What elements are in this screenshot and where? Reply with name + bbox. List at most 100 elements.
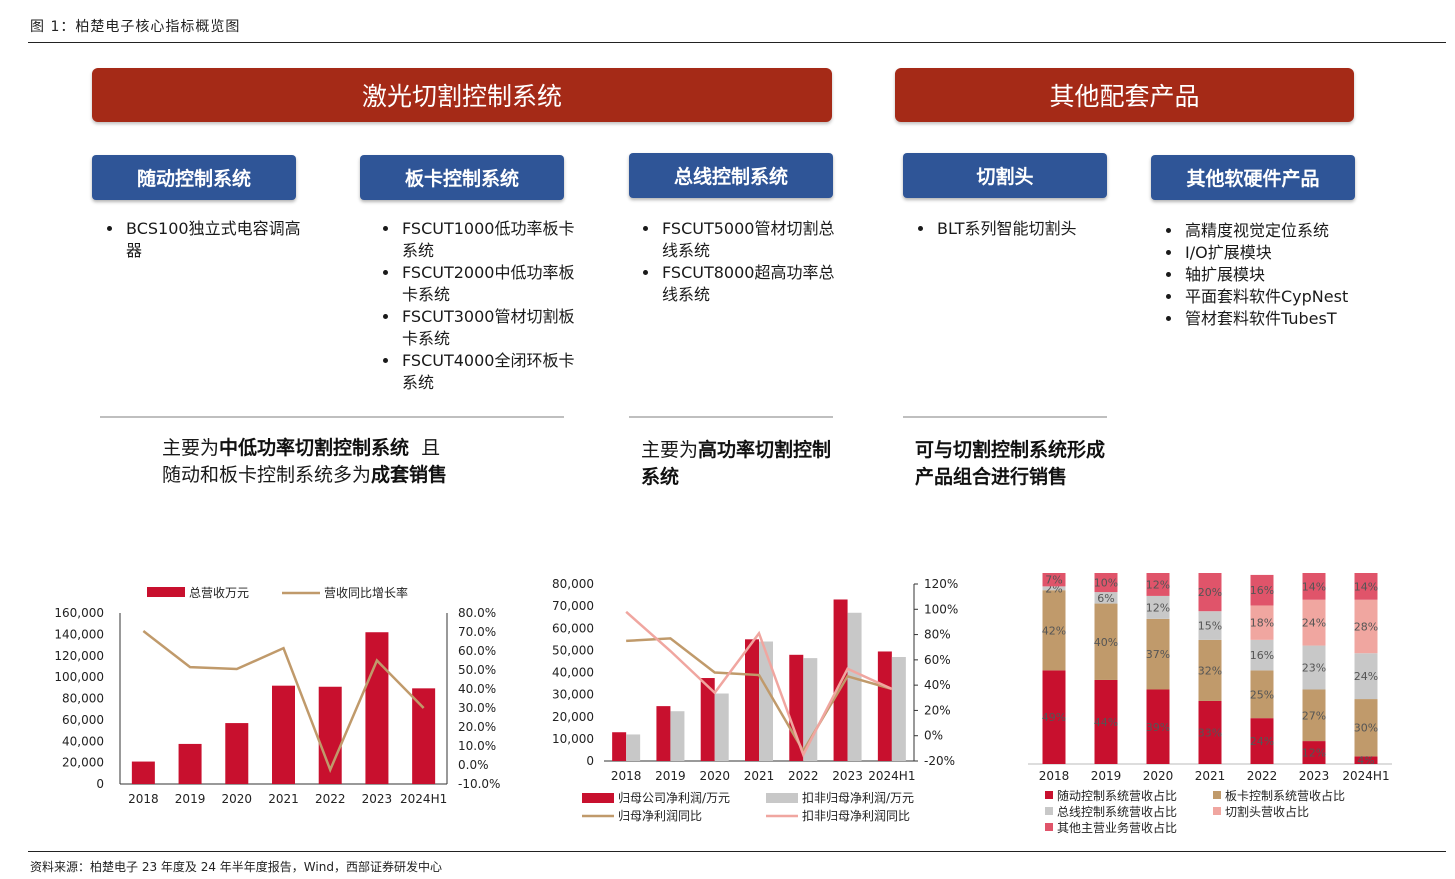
- bar-deducted-profit: [847, 612, 862, 761]
- y-tick-label: 60,000: [552, 621, 594, 635]
- data-label: 25%: [1250, 688, 1274, 701]
- seg-board: [1250, 670, 1274, 719]
- divider-left: [100, 416, 564, 418]
- y2-tick-label: 60%: [924, 653, 951, 667]
- data-label: 24%: [1302, 617, 1326, 630]
- list-item: 高精度视觉定位系统: [1183, 220, 1383, 242]
- y-tick-label: 40,000: [62, 734, 104, 748]
- y-tick-label: 100,000: [54, 670, 104, 684]
- y-tick-label: 60,000: [62, 713, 104, 727]
- seg-other: [1250, 574, 1274, 606]
- list-item: FSCUT4000全闭环板卡系统: [400, 350, 586, 394]
- seg-follow: [1094, 679, 1118, 764]
- data-label: 23%: [1302, 662, 1326, 675]
- seg-follow: [1198, 700, 1222, 764]
- line-deducted-profit-yoy: [625, 610, 893, 758]
- seg-follow: [1354, 756, 1378, 764]
- note-low-power: 主要为中低功率切割控制系统 且 随动和板卡控制系统多为成套销售: [162, 437, 448, 486]
- x-tick-label: 2020: [1143, 769, 1174, 783]
- y-tick-label: 0: [96, 777, 104, 791]
- banner-laser-control: 激光切割控制系统: [92, 68, 832, 122]
- x-tick-label: 2022: [1247, 769, 1278, 783]
- seg-follow: [1250, 718, 1274, 764]
- list-follow-control: BCS100独立式电容调高器: [102, 218, 304, 262]
- y2-tick-label: 0%: [924, 729, 943, 743]
- seg-other: [1302, 573, 1326, 600]
- line-revenue-growth: [142, 630, 425, 774]
- y-tick-label: 20,000: [62, 756, 104, 770]
- legend-label-deducted-profit-yoy: 扣非归母净利润同比: [802, 809, 910, 823]
- bar-revenue: [318, 686, 342, 784]
- bar-revenue: [178, 743, 202, 784]
- tag-board-control: 板卡控制系统: [360, 155, 564, 200]
- y-tick-label: 140,000: [54, 627, 104, 641]
- source-note: 资料来源：柏楚电子 23 年度及 24 年半年度报告，Wind，西部证券研发中心: [30, 860, 442, 874]
- seg-bus: [1250, 639, 1274, 671]
- data-label: 49%: [1042, 711, 1066, 724]
- x-tick-label: 2021: [268, 792, 299, 806]
- bar-net-profit: [745, 639, 759, 761]
- legend-label-deducted-profit: 扣非归母净利润/万元: [802, 791, 914, 805]
- legend-label-net-profit: 归母公司净利润/万元: [618, 791, 730, 805]
- x-tick-label: 2018: [1039, 769, 1070, 783]
- data-label: 14%: [1354, 580, 1378, 593]
- divider-middle: [629, 416, 833, 418]
- list-item: BLT系列智能切割头: [935, 218, 1125, 240]
- legend-label-growth: 营收同比增长率: [324, 585, 408, 600]
- seg-head: [1302, 599, 1326, 646]
- seg-bus: [1042, 586, 1066, 591]
- x-tick-label: 2024H1: [868, 769, 915, 783]
- seg-follow: [1146, 689, 1170, 764]
- seg-bus: [1302, 645, 1326, 690]
- seg-bus: [1354, 653, 1378, 700]
- list-item: 轴扩展模块: [1183, 264, 1383, 286]
- x-tick-label: 2018: [611, 769, 642, 783]
- list-item: I/O扩展模块: [1183, 242, 1383, 264]
- legend-swatch-bus: [1045, 807, 1053, 815]
- y-tick-label: 80,000: [62, 692, 104, 706]
- list-item: FSCUT5000管材切割总线系统: [660, 218, 846, 262]
- list-board-control: FSCUT1000低功率板卡系统 FSCUT2000中低功率板卡系统 FSCUT…: [378, 218, 586, 394]
- y2-tick-label: 70.0%: [458, 625, 496, 639]
- banner-other-products: 其他配套产品: [895, 68, 1354, 122]
- data-label: 39%: [1146, 721, 1170, 734]
- line-net-profit-yoy: [626, 637, 893, 754]
- legend-swatch-head: [1213, 807, 1221, 815]
- x-tick-label: 2024H1: [1342, 769, 1389, 783]
- y2-tick-label: -10.0%: [458, 777, 500, 791]
- legend-swatch-net-profit: [582, 793, 614, 803]
- y-tick-label: 0: [586, 754, 594, 768]
- y-tick-label: 20,000: [552, 710, 594, 724]
- divider-right: [903, 416, 1107, 418]
- y2-tick-label: 40.0%: [458, 682, 496, 696]
- x-tick-label: 2023: [1299, 769, 1330, 783]
- x-tick-label: 2021: [744, 769, 775, 783]
- bar-revenue: [131, 761, 155, 784]
- top-divider: [28, 42, 1446, 43]
- y2-tick-label: 20.0%: [458, 720, 496, 734]
- data-label: 44%: [1094, 716, 1118, 729]
- bar-revenue: [365, 632, 389, 784]
- seg-other: [1146, 573, 1170, 596]
- bottom-divider: [28, 851, 1446, 852]
- legend-label-revenue: 总营收万元: [189, 586, 249, 600]
- data-label: 27%: [1302, 709, 1326, 722]
- legend-swatch-other: [1045, 823, 1053, 831]
- tag-bus-control: 总线控制系统: [629, 153, 833, 198]
- seg-board: [1094, 603, 1118, 680]
- data-label: 37%: [1146, 648, 1170, 661]
- seg-bus: [1094, 592, 1118, 604]
- y2-tick-label: -20%: [924, 754, 955, 768]
- y2-tick-label: 120%: [924, 577, 958, 591]
- tag-cutting-head: 切割头: [903, 153, 1107, 198]
- x-tick-label: 2019: [1091, 769, 1122, 783]
- y2-tick-label: 20%: [924, 703, 951, 717]
- list-item: 平面套料软件CypNest: [1183, 286, 1383, 308]
- y2-tick-label: 60.0%: [458, 644, 496, 658]
- y-tick-label: 120,000: [54, 649, 104, 663]
- data-label: 30%: [1354, 722, 1378, 735]
- data-label: 40%: [1094, 636, 1118, 649]
- legend-swatch-board: [1213, 791, 1221, 799]
- data-label: 18%: [1250, 617, 1274, 630]
- y-tick-label: 30,000: [552, 688, 594, 702]
